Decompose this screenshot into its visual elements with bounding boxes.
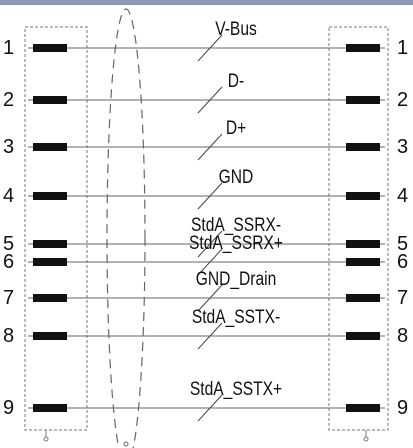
wire-slash-5 bbox=[197, 230, 223, 258]
left-pin-block-3 bbox=[33, 143, 67, 151]
left-pin-block-6 bbox=[33, 258, 67, 266]
right-pin-number: 8 bbox=[397, 325, 409, 347]
signal-label: GND bbox=[218, 167, 254, 188]
right-pin-number: 4 bbox=[397, 185, 409, 207]
wire-slash-2 bbox=[197, 86, 223, 114]
right-pin-block-3 bbox=[346, 143, 380, 151]
left-pin-number: 5 bbox=[3, 233, 15, 255]
wire-slash-6 bbox=[197, 248, 223, 276]
left-pin-block-8 bbox=[33, 332, 67, 340]
right-pin-block-1 bbox=[346, 44, 380, 52]
top-accent-bar bbox=[0, 0, 413, 5]
left-pin-number: 2 bbox=[3, 89, 15, 111]
wire-slash-8 bbox=[197, 322, 223, 350]
left-pin-block-5 bbox=[33, 240, 67, 248]
right-pin-number: 6 bbox=[397, 251, 409, 273]
signal-label: StdA_SSTX- bbox=[191, 307, 281, 328]
right-connector-outline bbox=[328, 26, 389, 431]
wire-slash-3 bbox=[197, 133, 223, 161]
right-pin-block-7 bbox=[346, 294, 380, 302]
left-pin-block-1 bbox=[33, 44, 67, 52]
left-pin-number: 4 bbox=[3, 185, 15, 207]
right-pin-number: 1 bbox=[397, 37, 409, 59]
right-pin-block-8 bbox=[346, 332, 380, 340]
wire-slash-4 bbox=[197, 182, 223, 210]
left-pin-number: 8 bbox=[3, 325, 15, 347]
signal-label: StdA_SSRX- bbox=[190, 215, 282, 236]
signal-label: V-Bus bbox=[215, 19, 257, 40]
signal-label: StdA_SSTX+ bbox=[189, 379, 283, 400]
right-pin-block-2 bbox=[346, 96, 380, 104]
left-pin-number: 1 bbox=[3, 37, 15, 59]
signal-label: GND_Drain bbox=[195, 269, 277, 290]
left-ground-node bbox=[43, 436, 49, 442]
signal-label: D+ bbox=[225, 118, 247, 139]
signal-label: D- bbox=[227, 71, 245, 92]
shield-node bbox=[123, 441, 129, 447]
right-ground-node bbox=[363, 436, 369, 442]
wire-slash-9 bbox=[197, 394, 223, 422]
right-pin-block-6 bbox=[346, 258, 380, 266]
left-pin-number: 6 bbox=[3, 251, 15, 273]
right-pin-number: 9 bbox=[397, 397, 409, 419]
wire-slash-1 bbox=[197, 34, 223, 62]
left-pin-number: 7 bbox=[3, 287, 15, 309]
right-pin-number: 3 bbox=[397, 136, 409, 158]
wire-slash-7 bbox=[197, 284, 223, 312]
right-pin-block-9 bbox=[346, 404, 380, 412]
left-pin-block-4 bbox=[33, 192, 67, 200]
right-pin-number: 7 bbox=[397, 287, 409, 309]
right-pin-number: 2 bbox=[397, 89, 409, 111]
left-pin-number: 3 bbox=[3, 136, 15, 158]
left-connector-outline bbox=[24, 26, 88, 431]
cable-shield-ellipse bbox=[106, 8, 146, 448]
signal-label: StdA_SSRX+ bbox=[189, 233, 283, 254]
left-pin-block-9 bbox=[33, 404, 67, 412]
left-pin-block-2 bbox=[33, 96, 67, 104]
right-pin-block-5 bbox=[346, 240, 380, 248]
left-pin-block-7 bbox=[33, 294, 67, 302]
right-pin-number: 5 bbox=[397, 233, 409, 255]
left-pin-number: 9 bbox=[3, 397, 15, 419]
right-pin-block-4 bbox=[346, 192, 380, 200]
